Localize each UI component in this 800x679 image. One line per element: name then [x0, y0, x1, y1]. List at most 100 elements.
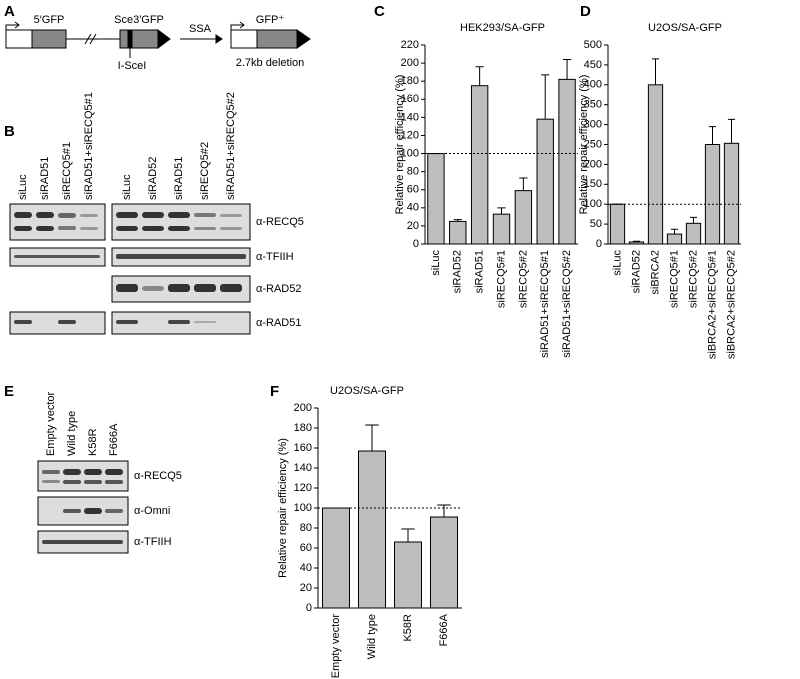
error-bar [632, 240, 641, 243]
y-axis-label: Relative repair efficiency (%) [277, 438, 289, 578]
diagram-label: GFP⁺ [256, 14, 285, 26]
panel-label: B [4, 123, 15, 140]
y-tick-label: 160 [401, 93, 419, 105]
antibody-label: α-RAD51 [256, 317, 301, 329]
lane-label: siRAD52 [147, 157, 159, 200]
bar [647, 84, 664, 245]
y-tick-label: 40 [300, 562, 312, 574]
x-tick-label: siLuc [611, 250, 623, 276]
error-bar [519, 177, 528, 191]
bar [358, 450, 386, 609]
chart-title: U2OS/SA-GFP [648, 22, 722, 34]
error-bar [541, 74, 550, 120]
diagram-label: SSA [189, 23, 212, 35]
y-tick-label: 0 [596, 238, 602, 250]
x-tick-label: siRAD51 [474, 250, 486, 293]
bar [704, 144, 721, 245]
error-bar [689, 216, 698, 224]
error-bar [708, 126, 717, 145]
x-tick-label: K58R [402, 614, 414, 642]
box [230, 29, 258, 49]
diagram [5, 21, 311, 58]
diagram-label: Sce3′GFP [114, 14, 164, 26]
bar [492, 213, 511, 245]
lane-label: K58R [87, 428, 99, 456]
blot-box [37, 460, 129, 492]
bar [449, 220, 467, 245]
y-tick-label: 120 [401, 129, 419, 141]
error-bar [562, 58, 572, 80]
bar [536, 118, 554, 245]
lane-label: siRECQ5#2 [199, 142, 211, 200]
arrow-end [157, 29, 171, 49]
bar [430, 516, 458, 609]
y-tick-label: 350 [584, 99, 602, 111]
arrow-head [239, 21, 245, 29]
y-tick-label: 0 [306, 602, 312, 614]
lane-label: Empty vector [45, 391, 57, 456]
bar [666, 233, 683, 245]
gfp-box [256, 29, 298, 49]
antibody-label: α-Omni [134, 505, 170, 517]
y-tick-label: 100 [584, 198, 602, 210]
bands [42, 469, 123, 544]
x-tick-label: Empty vector [330, 614, 342, 679]
x-tick-label: siRAD52 [630, 250, 642, 293]
diagram-label: 2.7kb deletion [236, 57, 305, 69]
lane-label: Wild type [66, 411, 78, 456]
arrow-end [296, 29, 311, 49]
y-tick-label: 300 [584, 119, 602, 131]
lane-label: siRAD51 [173, 157, 185, 200]
bar [558, 78, 576, 245]
y-tick-label: 20 [300, 582, 312, 594]
y-tick-label: 200 [401, 57, 419, 69]
break [84, 33, 92, 45]
y-tick-label: 450 [584, 59, 602, 71]
chart-title: HEK293/SA-GFP [460, 22, 545, 34]
arrow-head [215, 34, 223, 44]
bar [394, 541, 422, 609]
panel-label: F [270, 383, 279, 400]
site [127, 29, 133, 49]
error-bar [497, 207, 506, 215]
lane-label: F666A [108, 423, 120, 456]
y-tick-label: 400 [584, 79, 602, 91]
gfp-box [119, 29, 159, 49]
diagram-label: 5′GFP [34, 14, 65, 26]
panel-label: E [4, 383, 14, 400]
lane-label: siRAD51+siRECQ5#2 [225, 92, 237, 200]
error-bar [670, 228, 679, 235]
error-bar [453, 219, 462, 222]
antibody-label: α-RECQ5 [256, 216, 304, 228]
gfp-box [31, 29, 67, 49]
y-tick-label: 180 [294, 422, 312, 434]
y-tick-label: 20 [407, 220, 419, 232]
y-tick-label: 200 [584, 158, 602, 170]
y-tick-label: 500 [584, 39, 602, 51]
x-tick-label: siRAD52 [452, 250, 464, 293]
blot-box [9, 311, 106, 335]
y-tick-label: 100 [294, 502, 312, 514]
y-tick-label: 80 [300, 522, 312, 534]
lane-label: siLuc [121, 174, 133, 200]
x-tick-label: siRAD51+siRECQ5#1 [539, 250, 551, 358]
y-tick-label: 140 [401, 111, 419, 123]
box [5, 29, 33, 49]
diagram-label: I-SceI [118, 60, 147, 72]
antibody-label: α-TFIIH [134, 536, 172, 548]
y-tick-label: 60 [407, 184, 419, 196]
y-tick-label: 80 [407, 166, 419, 178]
bar [514, 190, 533, 245]
lane-label: siRAD51 [39, 157, 51, 200]
chart-title: U2OS/SA-GFP [330, 385, 404, 397]
lane-label: siRECQ5#1 [61, 142, 73, 200]
error-bar [727, 118, 736, 144]
blot [9, 203, 251, 335]
bar [609, 203, 626, 245]
y-tick-label: 200 [294, 402, 312, 414]
panel-label: A [4, 3, 15, 20]
error-bar [475, 66, 484, 86]
y-tick-label: 150 [584, 178, 602, 190]
y-axis-label: Relative repair efficiency (%) [578, 75, 590, 215]
